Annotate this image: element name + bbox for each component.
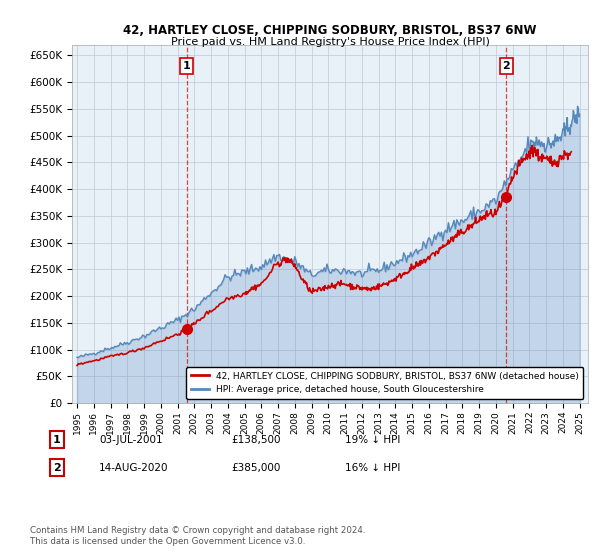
Text: 16% ↓ HPI: 16% ↓ HPI (345, 463, 400, 473)
Text: 1: 1 (183, 61, 191, 71)
Text: 03-JUL-2001: 03-JUL-2001 (99, 435, 163, 445)
Text: 19% ↓ HPI: 19% ↓ HPI (345, 435, 400, 445)
Text: 2: 2 (53, 463, 61, 473)
Text: 1: 1 (53, 435, 61, 445)
Text: Contains HM Land Registry data © Crown copyright and database right 2024.
This d: Contains HM Land Registry data © Crown c… (30, 526, 365, 546)
Legend: 42, HARTLEY CLOSE, CHIPPING SODBURY, BRISTOL, BS37 6NW (detached house), HPI: Av: 42, HARTLEY CLOSE, CHIPPING SODBURY, BRI… (187, 367, 583, 399)
Text: 14-AUG-2020: 14-AUG-2020 (99, 463, 169, 473)
Text: £385,000: £385,000 (231, 463, 280, 473)
Text: 42, HARTLEY CLOSE, CHIPPING SODBURY, BRISTOL, BS37 6NW: 42, HARTLEY CLOSE, CHIPPING SODBURY, BRI… (123, 24, 537, 38)
Text: Price paid vs. HM Land Registry's House Price Index (HPI): Price paid vs. HM Land Registry's House … (170, 37, 490, 47)
Text: £138,500: £138,500 (231, 435, 281, 445)
Text: 2: 2 (502, 61, 510, 71)
